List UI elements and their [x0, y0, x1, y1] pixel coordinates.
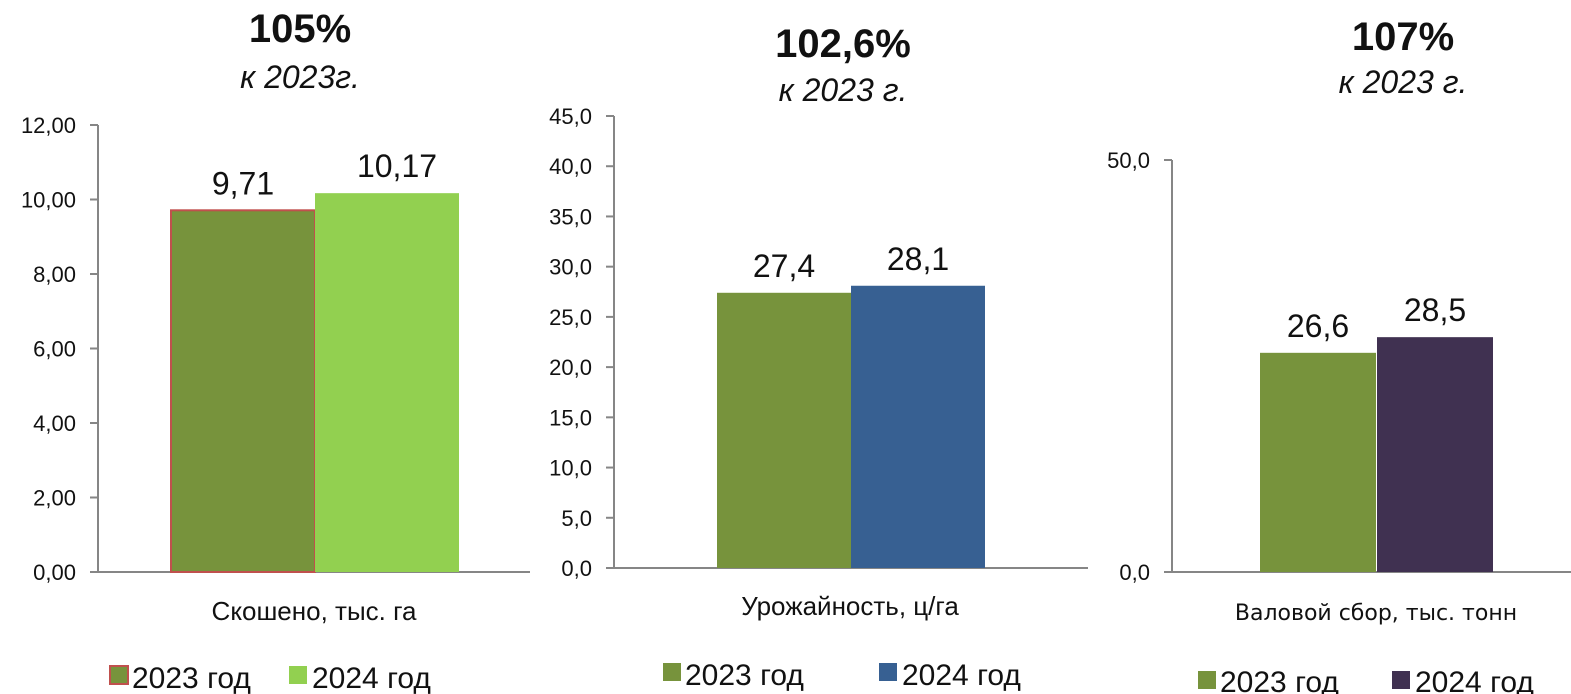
chart-3-percent: 107% [1352, 15, 1454, 59]
chart-2-y-tick-label: 35,0 [549, 204, 592, 229]
chart-1-legend-2023-label: 2023 год [132, 662, 251, 694]
chart-1-bar-2024-label: 10,17 [357, 148, 437, 184]
chart-3-legend-2023-swatch [1198, 671, 1216, 689]
chart-2-bar-2024-label: 28,1 [887, 241, 949, 277]
chart-3-bar-2024-label: 28,5 [1404, 292, 1466, 328]
chart-3-bar-2023 [1260, 352, 1376, 572]
chart-2-y-tick-label: 30,0 [549, 255, 592, 280]
chart-3-subtitle: к 2023 г. [1339, 64, 1468, 100]
chart-3-category-label: Валовой сбор, тыс. тонн [1235, 601, 1517, 626]
chart-2-y-tick-label: 45,0 [549, 104, 592, 129]
chart-2-y-tick-label: 0,0 [561, 556, 592, 581]
chart-3-bar-2024 [1377, 337, 1493, 572]
chart-3-bars [1260, 337, 1493, 572]
chart-1: 105% к 2023г. 0,00 2,00 4,00 6,00 8,00 10,00 1… [21, 7, 530, 694]
chart-1-bars [170, 193, 459, 574]
chart-3-legend-2024-label: 2024 год [1415, 666, 1534, 694]
chart-2-subtitle: к 2023 г. [779, 72, 908, 108]
chart-1-bar-2023-label: 9,71 [212, 165, 274, 201]
chart-2: 102,6% к 2023 г. 0,0 5,0 10,0 15,0 20,0 25,0 3… [549, 22, 1088, 692]
chart-1-y-tick-label: 12,00 [21, 113, 76, 138]
chart-1-legend-2023-swatch [109, 665, 129, 685]
chart-3-y-tick-label: 0,0 [1119, 560, 1150, 585]
chart-2-legend-2023-label: 2023 год [685, 659, 804, 692]
chart-3: 107% к 2023 г. 0,0 50,0 26,6 28,5 Валовой… [1107, 15, 1571, 694]
chart-2-legend-2023-swatch [663, 663, 681, 681]
chart-1-y-tick-label: 8,00 [33, 262, 76, 287]
chart-3-legend-2024-swatch [1392, 671, 1410, 689]
chart-1-y-tick-label: 4,00 [33, 411, 76, 436]
chart-2-y-tick-label: 10,0 [549, 456, 592, 481]
chart-2-bar-2023 [717, 292, 851, 568]
chart-1-bar-2023 [170, 209, 316, 574]
chart-3-bar-2023-label: 26,6 [1287, 308, 1349, 344]
chart-2-legend-2024-swatch [879, 663, 897, 681]
chart-1-subtitle: к 2023г. [240, 59, 360, 95]
chart-3-y-tick-label: 50,0 [1107, 148, 1150, 173]
chart-1-y-tick-label: 10,00 [21, 188, 76, 213]
chart-2-category-label: Урожайность, ц/га [741, 591, 959, 621]
chart-2-y-tick-label: 15,0 [549, 405, 592, 430]
chart-2-percent: 102,6% [775, 22, 911, 66]
chart-1-category-label: Скошено, тыс. га [212, 596, 417, 626]
chart-2-bar-2024 [851, 285, 985, 568]
chart-1-y-ticks: 0,00 2,00 4,00 6,00 8,00 10,00 12,00 [21, 113, 98, 585]
chart-3-y-ticks: 0,0 50,0 [1107, 148, 1172, 585]
chart-1-legend-2024-label: 2024 год [312, 662, 431, 694]
chart-2-bars [717, 285, 985, 568]
chart-1-y-tick-label: 6,00 [33, 337, 76, 362]
chart-2-y-tick-label: 20,0 [549, 355, 592, 380]
chart-2-bar-2023-label: 27,4 [753, 248, 815, 284]
chart-2-legend-2024-label: 2024 год [902, 659, 1021, 692]
chart-1-bar-2024 [315, 193, 459, 573]
chart-2-y-tick-label: 25,0 [549, 305, 592, 330]
chart-1-percent: 105% [249, 7, 351, 51]
chart-3-legend-2023-label: 2023 год [1220, 666, 1339, 694]
chart-2-y-ticks: 0,0 5,0 10,0 15,0 20,0 25,0 30,0 35,0 40,0 45,0 [549, 104, 614, 581]
chart-1-y-tick-label: 0,00 [33, 560, 76, 585]
chart-1-y-tick-label: 2,00 [33, 486, 76, 511]
chart-2-y-tick-label: 5,0 [561, 506, 592, 531]
chart-2-y-tick-label: 40,0 [549, 154, 592, 179]
chart-1-legend-2024-swatch [289, 666, 307, 684]
